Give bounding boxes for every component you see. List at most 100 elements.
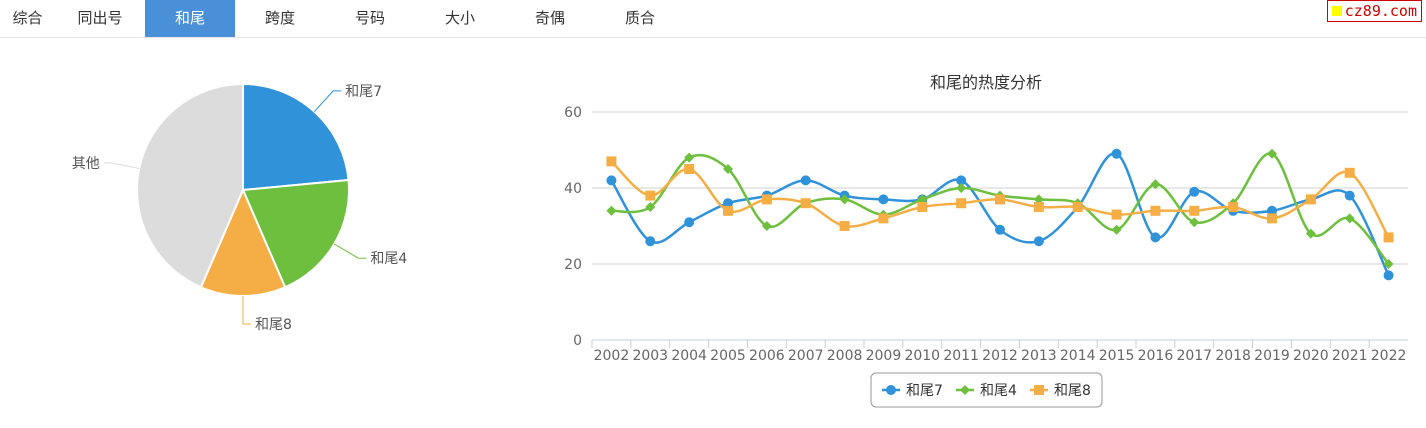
data-point: [956, 183, 967, 193]
x-tick-label: 2007: [788, 348, 824, 364]
data-point: [1189, 205, 1200, 216]
x-tick-label: 2016: [1138, 348, 1174, 364]
data-point: [1305, 228, 1316, 239]
x-tick-label: 2006: [749, 348, 785, 364]
tab-0[interactable]: 综合: [12, 9, 43, 27]
data-point: [1383, 232, 1394, 243]
data-point: [1111, 209, 1122, 220]
pie-chart: 和尾7 和尾4 和尾8 其他: [72, 82, 407, 333]
pie-label: 其他: [72, 156, 100, 172]
tab-7[interactable]: 质合: [624, 9, 655, 27]
pie-connector: [333, 243, 367, 259]
legend-label: 和尾4: [980, 383, 1017, 399]
data-point: [800, 175, 811, 186]
data-point: [645, 202, 656, 212]
data-point: [800, 198, 811, 209]
chart-title: 和尾的热度分析: [930, 73, 1042, 92]
tab-4[interactable]: 号码: [354, 9, 385, 27]
data-point: [1267, 205, 1277, 216]
data-point: [606, 175, 617, 186]
pie-label: 和尾4: [370, 251, 407, 267]
tab-3[interactable]: 跨度: [264, 9, 295, 27]
tab-bar: 综合 同出号 和尾 跨度 号码 大小 奇偶 质合: [0, 0, 1426, 38]
logo-square-icon: [1331, 6, 1342, 16]
legend-box: [870, 372, 1103, 408]
data-point: [645, 190, 656, 201]
data-point: [1150, 179, 1161, 190]
x-tick-label: 2015: [1099, 348, 1135, 364]
data-point: [606, 156, 617, 167]
data-point: [1033, 202, 1044, 212]
data-point: [761, 221, 772, 231]
x-tick-label: 2010: [904, 348, 940, 364]
pie-label: 和尾7: [345, 84, 382, 100]
x-tick-label: 2017: [1176, 348, 1212, 364]
x-tick-label: 2011: [943, 348, 979, 364]
data-point: [917, 194, 928, 205]
data-point: [1383, 270, 1394, 281]
data-point: [723, 198, 733, 209]
x-tick-label: 2019: [1254, 348, 1290, 364]
data-point: [1228, 202, 1239, 212]
x-tick-label: 2018: [1215, 348, 1251, 364]
x-tick-label: 2009: [866, 348, 902, 364]
data-point: [1033, 236, 1044, 247]
data-point: [684, 164, 695, 174]
data-point: [1111, 148, 1122, 159]
data-point: [1267, 213, 1277, 224]
data-point: [1111, 224, 1122, 235]
data-point: [917, 202, 928, 212]
x-tick-label: 2008: [827, 348, 863, 364]
data-point: [960, 385, 970, 395]
pie-label: 和尾8: [255, 317, 292, 333]
data-point: [956, 198, 967, 209]
data-point: [995, 224, 1005, 235]
x-tick-label: 2022: [1371, 348, 1407, 364]
legend-label: 和尾8: [1054, 383, 1091, 399]
tab-1[interactable]: 同出号: [77, 9, 123, 27]
data-point: [723, 164, 733, 174]
data-point: [839, 221, 850, 231]
data-point: [1344, 213, 1355, 224]
data-point: [839, 194, 850, 205]
y-tick-label: 20: [564, 257, 582, 273]
x-tick-label: 2014: [1060, 348, 1096, 364]
data-point: [1267, 148, 1277, 159]
data-point: [606, 205, 617, 216]
series-line: [610, 152, 1390, 276]
pie-slice: [242, 82, 350, 192]
pie-connector: [313, 90, 342, 112]
data-point: [1344, 190, 1355, 201]
pie-slice: [199, 187, 287, 297]
data-point: [761, 194, 772, 205]
tab-6[interactable]: 奇偶: [534, 9, 565, 27]
x-tick-label: 2004: [671, 348, 707, 364]
x-tick-label: 2003: [632, 348, 668, 364]
data-point: [723, 205, 733, 216]
tab-5[interactable]: 大小: [444, 9, 475, 27]
data-point: [1033, 194, 1044, 205]
data-point: [1383, 259, 1394, 269]
data-point: [645, 236, 656, 247]
site-logo[interactable]: cz89.com: [1326, 0, 1422, 22]
data-point: [684, 152, 695, 163]
pie-connector: [103, 162, 140, 169]
data-point: [886, 385, 896, 395]
legend-label: 和尾7: [906, 383, 943, 399]
x-tick-label: 2021: [1332, 348, 1368, 364]
x-tick-label: 2012: [982, 348, 1018, 364]
data-point: [878, 194, 889, 205]
data-point: [1072, 202, 1083, 212]
logo-text: cz89.com: [1344, 2, 1417, 20]
tab-2[interactable]: 和尾: [145, 0, 235, 37]
x-tick-label: 2020: [1293, 348, 1329, 364]
data-point: [1150, 232, 1161, 243]
x-tick-label: 2002: [594, 348, 630, 364]
data-point: [1150, 205, 1161, 216]
data-point: [1034, 385, 1044, 395]
data-point: [1189, 186, 1200, 197]
data-point: [1189, 217, 1200, 228]
pie-connector: [242, 296, 251, 325]
y-tick-label: 40: [564, 181, 582, 197]
